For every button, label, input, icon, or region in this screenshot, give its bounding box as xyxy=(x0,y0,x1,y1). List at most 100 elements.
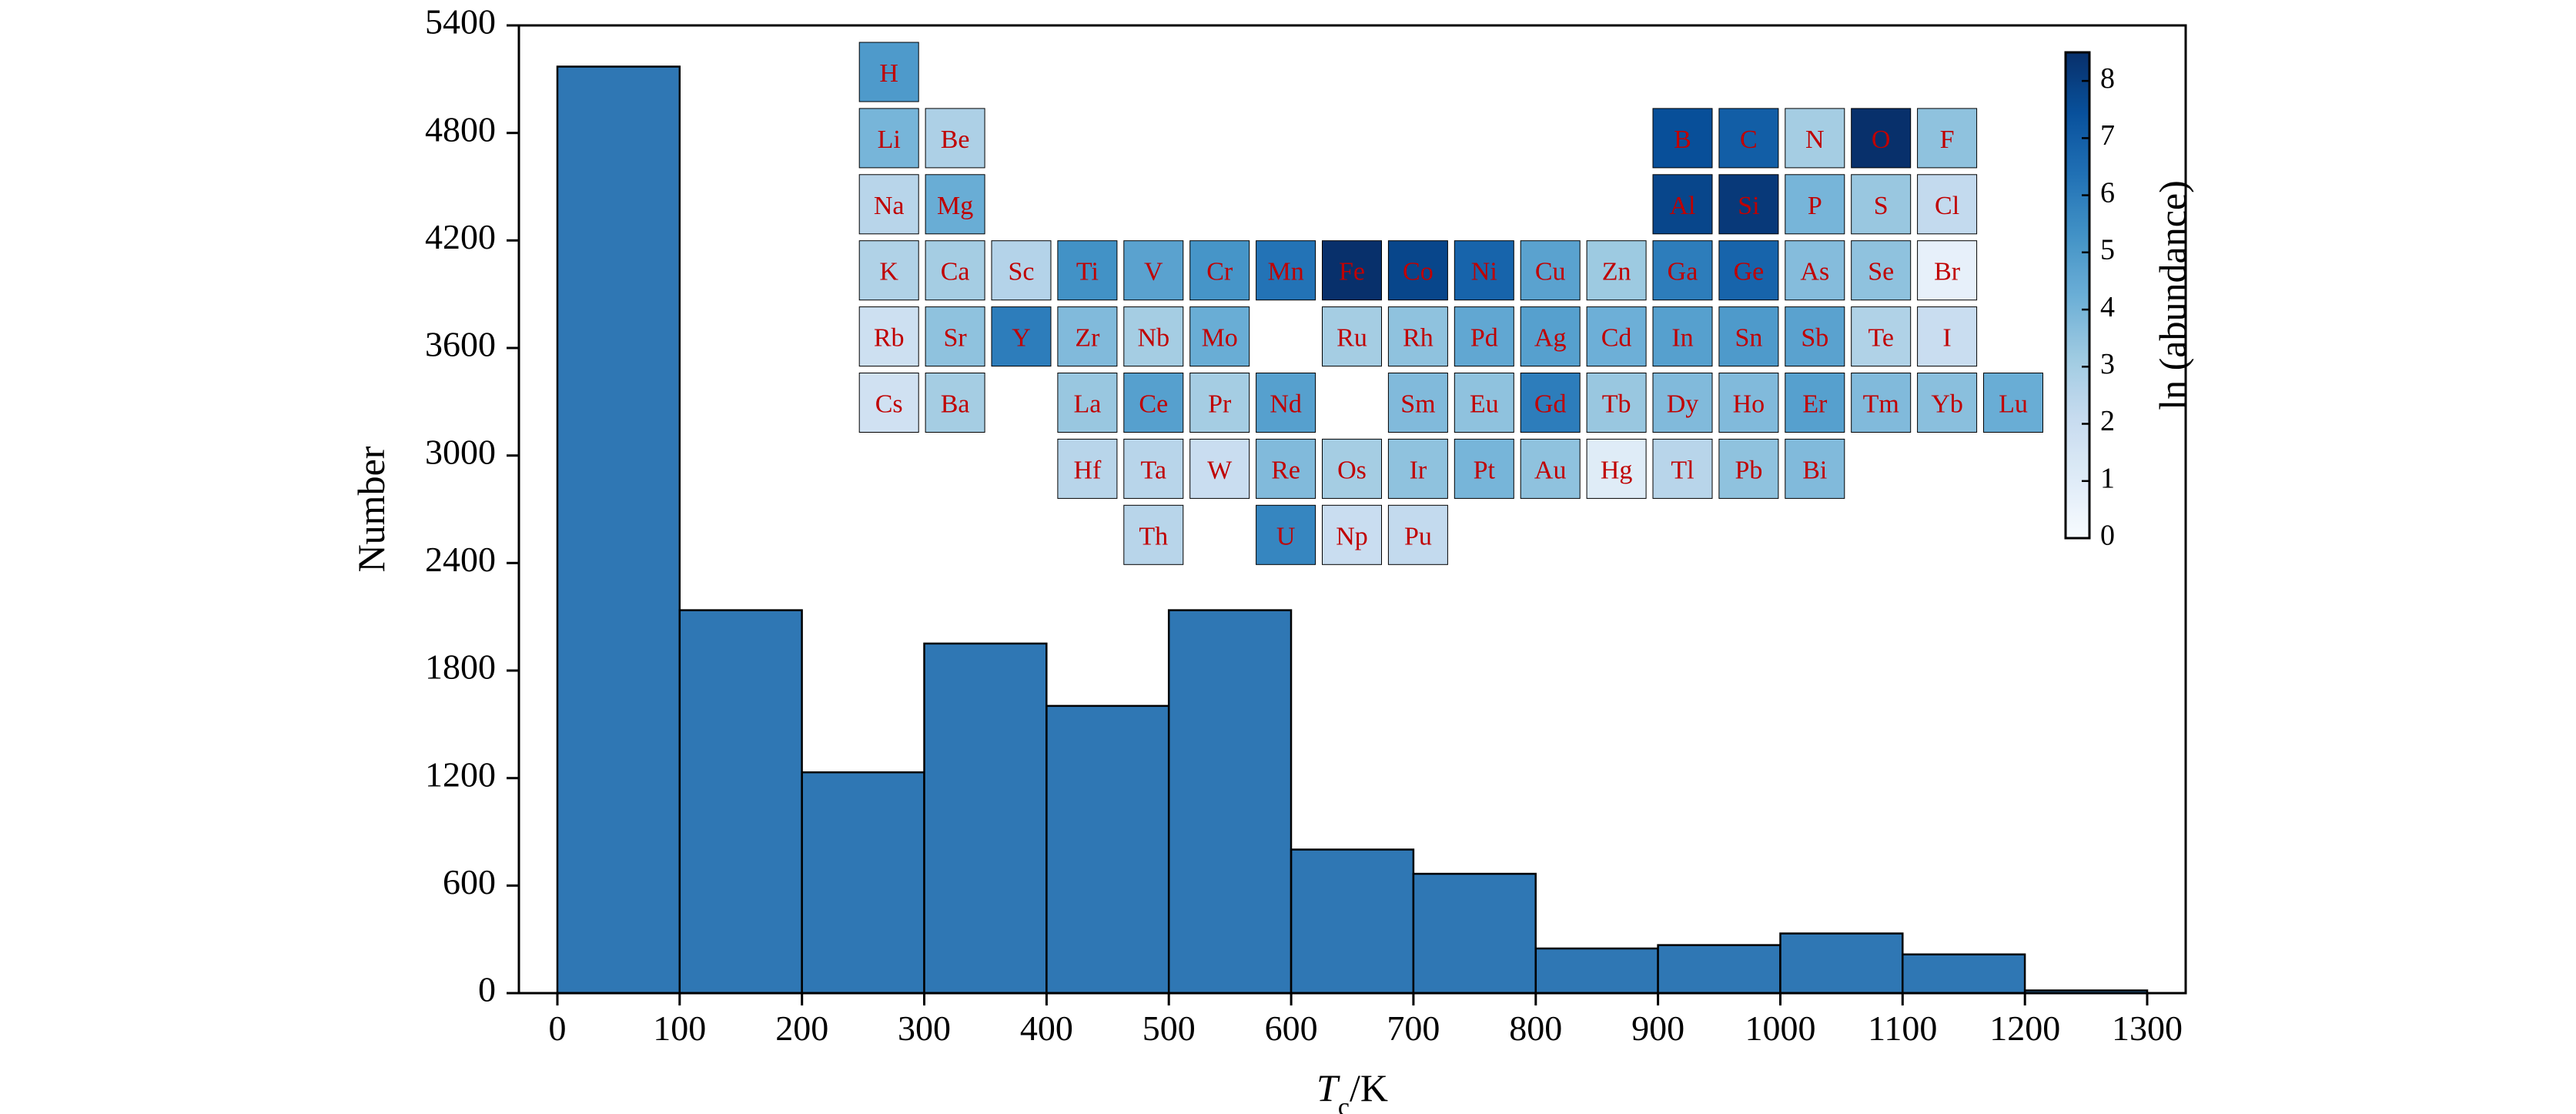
svg-text:Yb: Yb xyxy=(1931,390,1963,419)
svg-text:Tl: Tl xyxy=(1671,456,1694,484)
svg-text:V: V xyxy=(1144,258,1163,286)
svg-text:0: 0 xyxy=(2100,520,2115,552)
svg-text:600: 600 xyxy=(1265,1009,1318,1048)
svg-text:Ni: Ni xyxy=(1471,258,1497,286)
svg-text:Fe: Fe xyxy=(1339,258,1365,286)
svg-text:F: F xyxy=(1940,125,1955,154)
svg-text:Tb: Tb xyxy=(1602,390,1631,419)
svg-text:1: 1 xyxy=(2100,463,2115,495)
svg-text:Sc: Sc xyxy=(1009,258,1035,286)
svg-text:U: U xyxy=(1276,522,1296,550)
svg-text:Lu: Lu xyxy=(1999,390,2028,419)
svg-text:Cl: Cl xyxy=(1935,192,1959,220)
svg-text:Cs: Cs xyxy=(875,390,903,419)
svg-text:500: 500 xyxy=(1142,1009,1196,1048)
svg-text:La: La xyxy=(1073,390,1101,419)
svg-text:Y: Y xyxy=(1012,324,1031,353)
svg-text:Mo: Mo xyxy=(1202,324,1238,353)
svg-text:0: 0 xyxy=(549,1009,567,1048)
svg-text:3000: 3000 xyxy=(425,432,496,471)
svg-text:I: I xyxy=(1942,324,1951,353)
svg-text:1200: 1200 xyxy=(1989,1009,2060,1048)
svg-text:Si: Si xyxy=(1738,192,1759,220)
svg-text:Ru: Ru xyxy=(1337,324,1367,353)
svg-text:Zn: Zn xyxy=(1602,258,1631,286)
svg-text:Ba: Ba xyxy=(941,390,970,419)
svg-text:P: P xyxy=(1808,192,1822,220)
svg-text:Dy: Dy xyxy=(1667,390,1699,419)
svg-text:N: N xyxy=(1805,125,1825,154)
svg-text:Mg: Mg xyxy=(937,192,973,220)
svg-text:Pu: Pu xyxy=(1404,522,1432,550)
svg-text:7: 7 xyxy=(2100,119,2115,152)
svg-text:Gd: Gd xyxy=(1534,390,1567,419)
svg-text:Hg: Hg xyxy=(1601,456,1633,484)
svg-text:Pd: Pd xyxy=(1470,324,1498,353)
svg-text:Th: Th xyxy=(1139,522,1168,550)
svg-text:1800: 1800 xyxy=(425,647,496,687)
svg-text:900: 900 xyxy=(1631,1009,1684,1048)
svg-text:H: H xyxy=(879,59,898,88)
svg-text:Rb: Rb xyxy=(874,324,905,353)
svg-text:Na: Na xyxy=(874,192,905,220)
svg-text:Ge: Ge xyxy=(1734,258,1765,286)
svg-text:1300: 1300 xyxy=(2112,1009,2183,1048)
svg-text:Au: Au xyxy=(1534,456,1567,484)
svg-text:1100: 1100 xyxy=(1868,1009,1937,1048)
svg-text:4800: 4800 xyxy=(425,109,496,149)
svg-text:1000: 1000 xyxy=(1745,1009,1816,1048)
svg-text:Sm: Sm xyxy=(1400,390,1435,419)
svg-text:Al: Al xyxy=(1670,192,1696,220)
svg-text:C: C xyxy=(1740,125,1758,154)
svg-text:700: 700 xyxy=(1387,1009,1440,1048)
svg-text:Pt: Pt xyxy=(1474,456,1496,484)
svg-text:Nb: Nb xyxy=(1138,324,1170,353)
svg-text:ln (abundance): ln (abundance) xyxy=(2151,180,2194,410)
svg-text:Sn: Sn xyxy=(1735,324,1762,353)
svg-text:6: 6 xyxy=(2100,176,2115,209)
svg-text:Eu: Eu xyxy=(1470,390,1499,419)
svg-text:4200: 4200 xyxy=(425,217,496,256)
svg-text:O: O xyxy=(1872,125,1891,154)
svg-text:1200: 1200 xyxy=(425,754,496,794)
svg-text:2400: 2400 xyxy=(425,540,496,579)
svg-text:Ir: Ir xyxy=(1410,456,1427,484)
svg-text:5: 5 xyxy=(2100,234,2115,266)
svg-text:5400: 5400 xyxy=(425,2,496,42)
svg-text:Sr: Sr xyxy=(943,324,967,353)
svg-text:S: S xyxy=(1874,192,1889,220)
svg-text:Ag: Ag xyxy=(1534,324,1567,353)
svg-text:Cd: Cd xyxy=(1601,324,1632,353)
svg-text:Hf: Hf xyxy=(1073,456,1102,484)
svg-text:Te: Te xyxy=(1868,324,1894,353)
svg-text:Li: Li xyxy=(878,125,901,154)
svg-text:8: 8 xyxy=(2100,62,2115,95)
svg-text:2: 2 xyxy=(2100,405,2115,437)
svg-text:Br: Br xyxy=(1934,258,1961,286)
svg-text:Pb: Pb xyxy=(1735,456,1762,484)
svg-text:As: As xyxy=(1800,258,1829,286)
svg-text:Se: Se xyxy=(1868,258,1894,286)
svg-text:Mn: Mn xyxy=(1267,258,1303,286)
svg-text:Nd: Nd xyxy=(1270,390,1302,419)
svg-text:800: 800 xyxy=(1509,1009,1562,1048)
svg-text:Tm: Tm xyxy=(1863,390,1899,419)
svg-text:Cr: Cr xyxy=(1206,258,1233,286)
svg-text:Pr: Pr xyxy=(1208,390,1232,419)
svg-text:Np: Np xyxy=(1336,522,1368,550)
svg-text:300: 300 xyxy=(898,1009,951,1048)
svg-text:Co: Co xyxy=(1403,258,1434,286)
svg-text:B: B xyxy=(1674,125,1691,154)
svg-text:Cu: Cu xyxy=(1535,258,1566,286)
svg-text:3600: 3600 xyxy=(425,325,496,364)
svg-text:Bi: Bi xyxy=(1802,456,1827,484)
svg-text:600: 600 xyxy=(443,862,496,902)
svg-text:4: 4 xyxy=(2100,291,2115,323)
svg-text:Ta: Ta xyxy=(1141,456,1167,484)
svg-text:Sb: Sb xyxy=(1801,324,1828,353)
svg-text:Tc/K: Tc/K xyxy=(1316,1066,1388,1114)
svg-text:Ti: Ti xyxy=(1076,258,1099,286)
svg-text:400: 400 xyxy=(1020,1009,1073,1048)
svg-text:Rh: Rh xyxy=(1403,324,1434,353)
svg-text:Os: Os xyxy=(1337,456,1367,484)
